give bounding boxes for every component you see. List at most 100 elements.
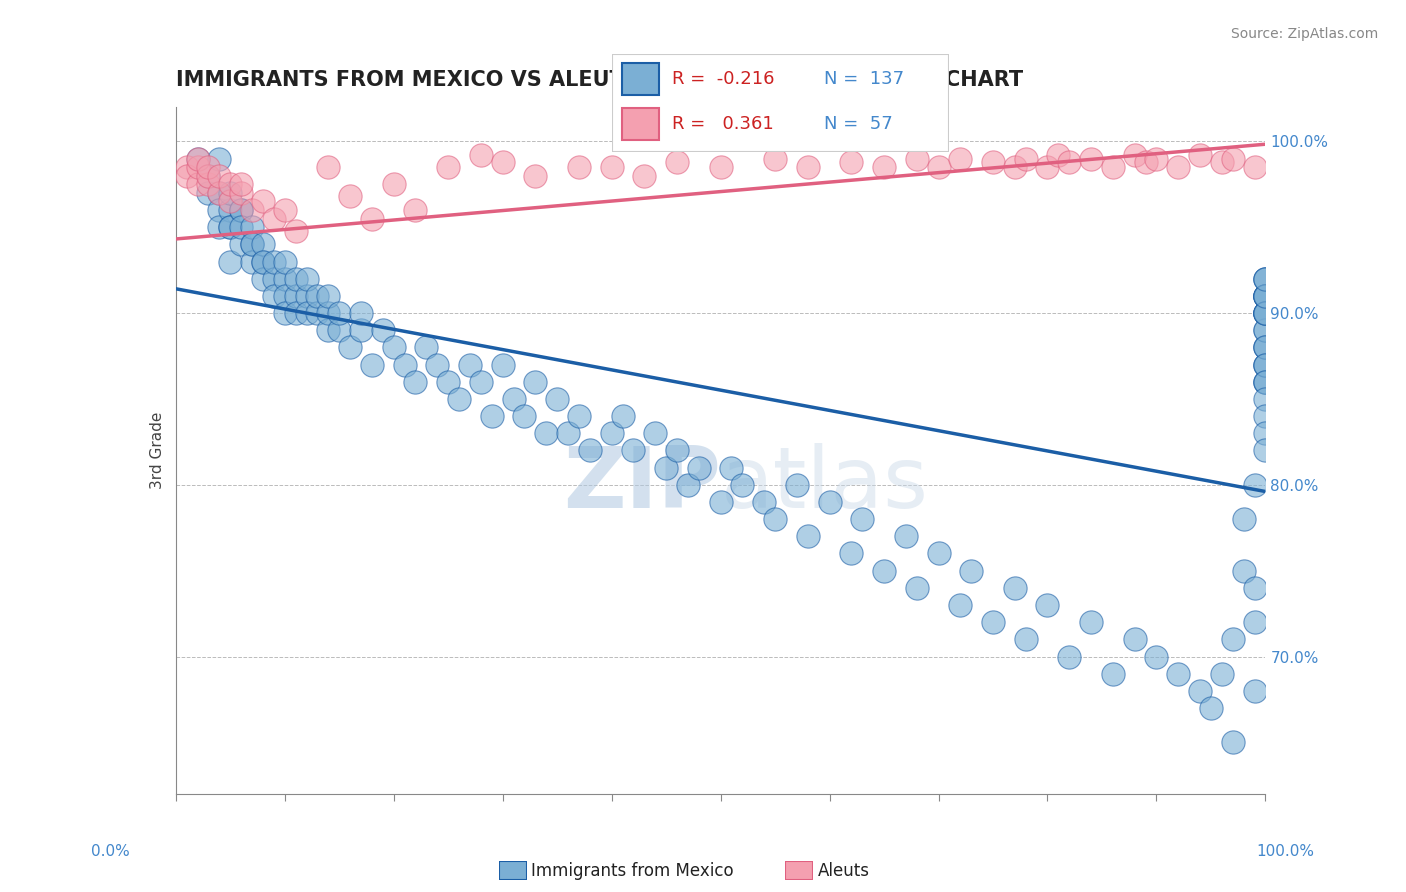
Point xyxy=(197,178,219,192)
Text: atlas: atlas xyxy=(721,443,928,526)
Point xyxy=(295,271,318,285)
Point xyxy=(873,564,896,578)
Point xyxy=(1254,392,1277,406)
Point xyxy=(1254,443,1277,458)
Point xyxy=(1254,289,1277,303)
FancyBboxPatch shape xyxy=(612,54,949,152)
Point xyxy=(1015,632,1038,647)
Point xyxy=(197,169,219,183)
Point xyxy=(263,271,285,285)
Point xyxy=(186,160,209,174)
Point xyxy=(851,512,873,526)
Point xyxy=(1222,735,1244,749)
Point xyxy=(240,237,263,252)
Point xyxy=(197,160,219,174)
Point xyxy=(710,160,733,174)
Point xyxy=(295,306,318,320)
Point xyxy=(492,358,515,372)
Point xyxy=(1254,306,1277,320)
Point xyxy=(231,178,253,192)
Point xyxy=(1243,477,1265,491)
Point xyxy=(1254,409,1277,424)
Text: Aleuts: Aleuts xyxy=(818,862,870,880)
Point xyxy=(1254,306,1277,320)
Point xyxy=(644,426,666,441)
Point xyxy=(219,220,242,235)
Point xyxy=(949,598,972,612)
Point xyxy=(208,152,231,166)
Point xyxy=(928,160,950,174)
Point xyxy=(274,271,297,285)
Point xyxy=(186,152,209,166)
Point xyxy=(318,323,340,337)
Point xyxy=(1254,323,1277,337)
Point xyxy=(688,460,710,475)
Point xyxy=(382,340,405,354)
Point xyxy=(1036,160,1059,174)
FancyBboxPatch shape xyxy=(621,63,659,95)
Point xyxy=(621,443,644,458)
Point xyxy=(284,224,307,238)
Point xyxy=(786,477,808,491)
Point xyxy=(534,426,557,441)
Point xyxy=(208,220,231,235)
Point xyxy=(1080,152,1102,166)
FancyBboxPatch shape xyxy=(499,861,527,880)
Point xyxy=(754,495,776,509)
Point xyxy=(676,477,699,491)
Point xyxy=(557,426,579,441)
Point xyxy=(666,443,689,458)
Point xyxy=(231,202,253,217)
Point xyxy=(394,358,416,372)
Point xyxy=(1254,426,1277,441)
Point xyxy=(426,358,449,372)
Point xyxy=(231,237,253,252)
Point xyxy=(1047,148,1070,162)
Text: R =  -0.216: R = -0.216 xyxy=(672,70,775,88)
Point xyxy=(568,160,591,174)
Point xyxy=(960,564,983,578)
Point xyxy=(1211,155,1233,169)
Point xyxy=(1199,701,1222,715)
Point xyxy=(1254,306,1277,320)
Point xyxy=(274,254,297,268)
Point xyxy=(470,375,492,389)
Point xyxy=(219,220,242,235)
Point xyxy=(710,495,733,509)
Point xyxy=(318,306,340,320)
Point xyxy=(252,194,274,209)
Text: 0.0%: 0.0% xyxy=(91,845,131,859)
Point xyxy=(447,392,470,406)
Point xyxy=(1057,649,1080,664)
Point xyxy=(219,194,242,209)
Point xyxy=(1254,289,1277,303)
Point xyxy=(219,202,242,217)
Point xyxy=(1254,323,1277,337)
Point xyxy=(208,186,231,200)
Text: R =   0.361: R = 0.361 xyxy=(672,115,775,133)
Point xyxy=(240,220,263,235)
Point xyxy=(905,152,928,166)
Point xyxy=(1254,289,1277,303)
Point xyxy=(1254,271,1277,285)
Point xyxy=(1167,160,1189,174)
Point xyxy=(981,155,1004,169)
Point xyxy=(1015,152,1038,166)
Point xyxy=(437,375,460,389)
Point xyxy=(1254,306,1277,320)
Point xyxy=(568,409,591,424)
Point xyxy=(1254,271,1277,285)
Point xyxy=(263,289,285,303)
Point xyxy=(1102,160,1125,174)
Point xyxy=(197,169,219,183)
Point xyxy=(949,152,972,166)
Text: ZIP: ZIP xyxy=(562,443,721,526)
Point xyxy=(763,512,786,526)
Point xyxy=(796,529,818,543)
Point xyxy=(1144,152,1167,166)
Point xyxy=(1036,598,1059,612)
Point xyxy=(252,271,274,285)
Point xyxy=(1004,581,1026,595)
Point xyxy=(339,189,361,203)
Point xyxy=(284,289,307,303)
